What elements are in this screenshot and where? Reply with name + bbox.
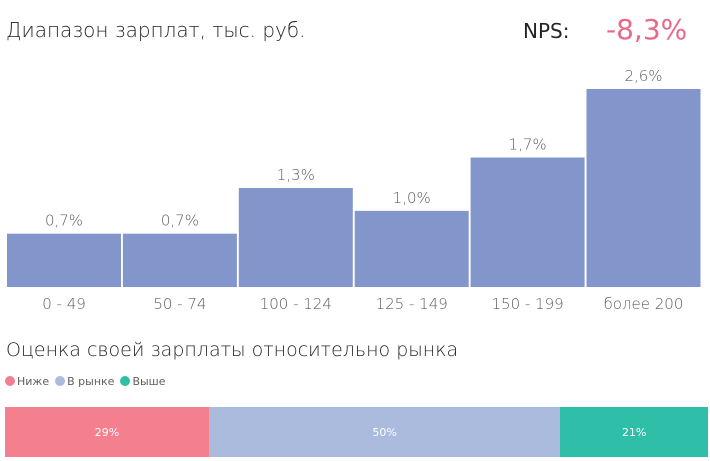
legend-dot-icon xyxy=(120,376,131,386)
bar xyxy=(470,157,585,287)
x-tick-label: 100 - 124 xyxy=(260,295,332,313)
segment-label: 21% xyxy=(621,425,647,439)
nps-value: -8,3% xyxy=(606,13,688,46)
legend-item[interactable]: Выше xyxy=(120,375,166,388)
legend-dot-icon xyxy=(55,376,66,386)
legend-label: Выше xyxy=(132,375,166,388)
legend-dot-icon xyxy=(5,376,15,386)
data-label: 1,7% xyxy=(509,136,547,154)
bar xyxy=(354,210,469,287)
legend-item[interactable]: Ниже xyxy=(5,375,49,388)
x-tick-label: более 200 xyxy=(604,295,684,313)
legend-item[interactable]: В рынке xyxy=(55,375,114,388)
salary-bar-chart: 0,7% 0 - 49 0,7% 50 - 74 1,3% 100 - 124 1,0% 12… xyxy=(7,67,701,313)
x-tick-label: 0 - 49 xyxy=(42,295,86,313)
bar xyxy=(7,233,121,287)
legend-label: В рынке xyxy=(67,375,115,388)
data-label: 1,3% xyxy=(277,166,315,184)
legend-label: Ниже xyxy=(17,375,50,388)
segment-label: 29% xyxy=(94,425,120,439)
bar xyxy=(122,233,237,287)
x-tick-label: 150 - 199 xyxy=(491,295,563,313)
data-label: 0,7% xyxy=(45,212,83,230)
x-tick-label: 50 - 74 xyxy=(153,295,206,313)
legend: Ниже В рынке Выше xyxy=(5,375,166,388)
salary-chart-title: Диапазон зарплат, тыс. руб. xyxy=(6,18,306,42)
data-label: 2,6% xyxy=(624,67,662,85)
market-chart-title: Оценка своей зарплаты относительно рынка xyxy=(6,339,459,361)
nps-label: NPS: xyxy=(523,19,570,43)
bar xyxy=(238,188,353,287)
bar xyxy=(586,89,701,287)
stacked-segment: 50% xyxy=(208,407,561,457)
stacked-segment: 29% xyxy=(5,407,209,457)
stacked-segment: 21% xyxy=(560,407,708,457)
segment-label: 50% xyxy=(372,425,397,439)
stacked-bar: 29% 50% 21% xyxy=(5,407,708,457)
data-label: 1,0% xyxy=(393,189,431,207)
data-label: 0,7% xyxy=(161,212,199,230)
x-tick-label: 125 - 149 xyxy=(376,295,448,313)
